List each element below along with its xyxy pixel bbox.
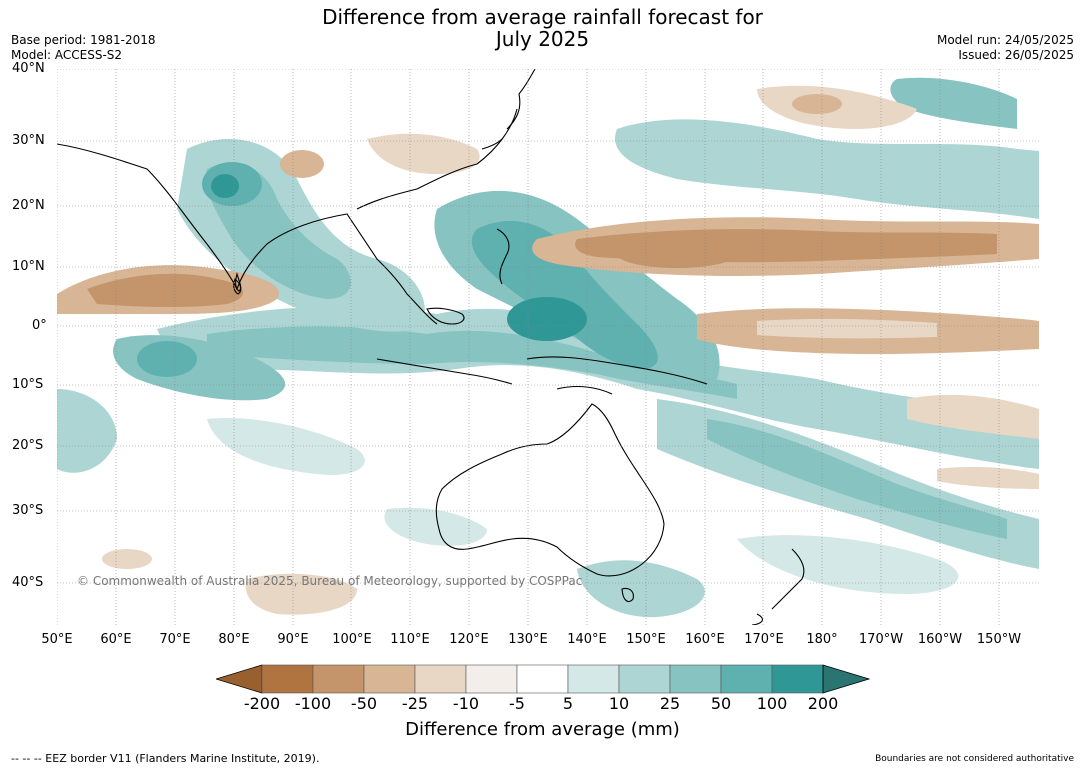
- eez-border-note: -- -- -- EEZ border V11 (Flanders Marine…: [11, 752, 320, 765]
- colorbar-swatch-max: [822, 664, 870, 694]
- colorbar-tick: 50: [710, 694, 732, 713]
- lat-label-10s: 10°S: [12, 377, 44, 392]
- lat-label-equator: 0°: [32, 318, 47, 333]
- lat-label-20s: 20°S: [12, 438, 44, 453]
- rainfall-anomaly-map: [57, 69, 1039, 625]
- colorbar-tick: 10: [608, 694, 630, 713]
- colorbar-tick: -25: [401, 694, 429, 713]
- colorbar-swatch: [618, 664, 671, 694]
- model-run-date: Model run: 24/05/2025: [936, 33, 1074, 47]
- run-info: Model run: 24/05/2025 Issued: 26/05/2025: [937, 33, 1074, 63]
- colorbar-title: Difference from average (mm): [405, 719, 680, 740]
- lon-label-170e: 170°E: [744, 632, 784, 647]
- colorbar-tick: -200: [243, 694, 281, 713]
- lat-label-10n: 10°N: [12, 259, 45, 274]
- colorbar-swatch: [516, 664, 569, 694]
- lat-label-30s: 30°S: [12, 503, 44, 518]
- model-info: Base period: 1981-2018 Model: ACCESS-S2: [11, 33, 156, 63]
- lon-label-70e: 70°E: [159, 632, 191, 647]
- lon-label-160w: 160°W: [917, 632, 963, 647]
- lat-label-20n: 20°N: [12, 198, 45, 213]
- map-canvas: [57, 69, 1039, 625]
- lon-label-120e: 120°E: [449, 632, 489, 647]
- colorbar-swatch: [465, 664, 518, 694]
- lon-label-100e: 100°E: [332, 632, 372, 647]
- coastlines: [57, 69, 805, 625]
- map-title-period: July 2025: [495, 27, 590, 51]
- colorbar-tick: 5: [562, 694, 574, 713]
- base-period: Base period: 1981-2018: [11, 33, 156, 47]
- colorbar-swatch-min: [216, 664, 263, 694]
- colorbar-swatch: [414, 664, 467, 694]
- colorbar-swatch: [363, 664, 416, 694]
- issued-date: Issued: 26/05/2025: [958, 48, 1074, 62]
- colorbar-tick: -10: [452, 694, 480, 713]
- colorbar-tick: -5: [509, 694, 525, 713]
- lon-label-90e: 90°E: [277, 632, 309, 647]
- lon-label-160e: 160°E: [685, 632, 725, 647]
- wet-anomaly-regions: [57, 77, 1039, 618]
- colorbar-swatch: [669, 664, 722, 694]
- boundaries-disclaimer: Boundaries are not considered authoritat…: [875, 754, 1074, 764]
- copyright-notice: © Commonwealth of Australia 2025, Bureau…: [77, 574, 583, 588]
- lon-label-50e: 50°E: [41, 632, 73, 647]
- lat-label-30n: 30°N: [12, 133, 45, 148]
- colorbar-tick: -50: [350, 694, 378, 713]
- lon-label-140e: 140°E: [567, 632, 607, 647]
- lon-label-150e: 150°E: [626, 632, 666, 647]
- lon-label-180: 180°: [806, 632, 838, 647]
- dry-anomaly-regions: [57, 85, 1039, 615]
- colorbar-swatch: [312, 664, 365, 694]
- colorbar-tick: -100: [294, 694, 332, 713]
- model-name: Model: ACCESS-S2: [11, 48, 123, 62]
- colorbar-legend: [216, 664, 870, 694]
- lon-label-110e: 110°E: [390, 632, 430, 647]
- colorbar-swatch: [261, 664, 314, 694]
- lon-label-130e: 130°E: [508, 632, 548, 647]
- colorbar-tick: 25: [659, 694, 681, 713]
- colorbar-tick: 200: [807, 694, 839, 713]
- australia-outline: [435, 403, 665, 577]
- colorbar-tick: 100: [756, 694, 788, 713]
- colorbar-swatch: [720, 664, 773, 694]
- lon-label-60e: 60°E: [100, 632, 132, 647]
- colorbar-swatch: [567, 664, 620, 694]
- colorbar-swatch: [771, 664, 824, 694]
- lon-label-150w: 150°W: [976, 632, 1022, 647]
- lon-label-170w: 170°W: [858, 632, 904, 647]
- lat-label-40s: 40°S: [12, 575, 44, 590]
- lat-label-40n: 40°N: [12, 61, 45, 76]
- lon-label-80e: 80°E: [218, 632, 250, 647]
- map-title: Difference from average rainfall forecas…: [322, 5, 763, 29]
